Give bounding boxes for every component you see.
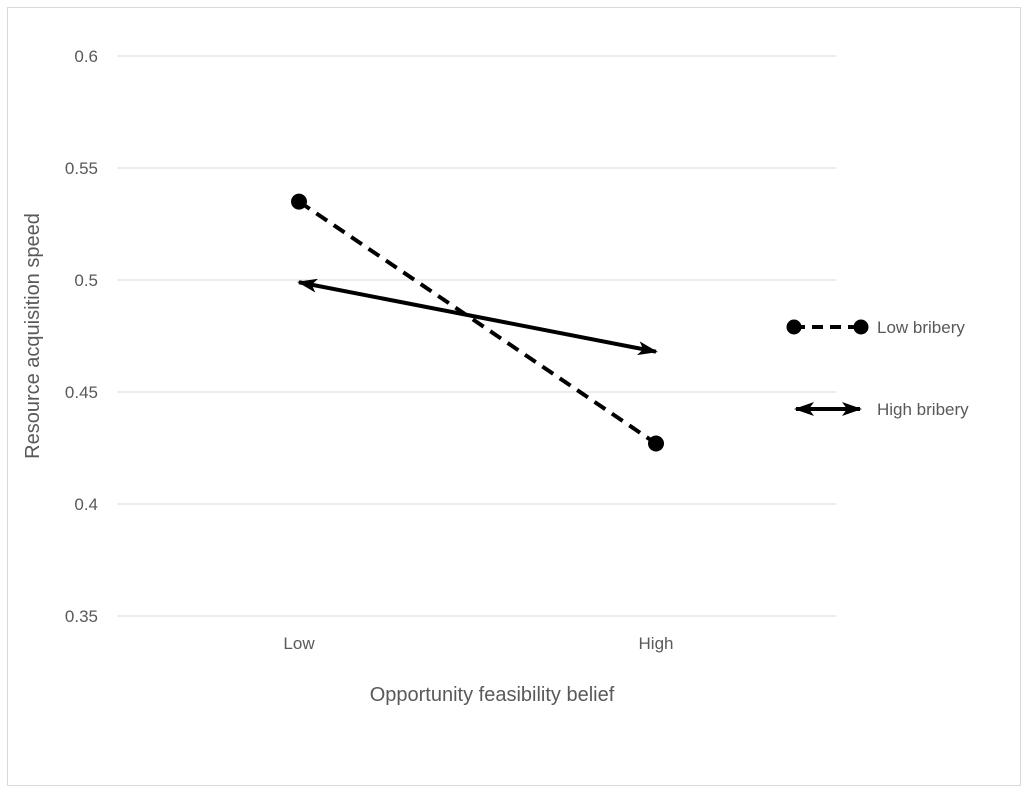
legend: Low bribery High bribery bbox=[786, 318, 969, 419]
y-tick-label: 0.6 bbox=[74, 47, 98, 66]
series-high-bribery bbox=[297, 278, 658, 356]
x-axis-title: Opportunity feasibility belief bbox=[370, 684, 615, 706]
grid-lines bbox=[117, 55, 836, 617]
y-tick-label: 0.4 bbox=[74, 495, 98, 514]
x-tick-label: Low bbox=[283, 634, 315, 653]
data-point bbox=[291, 193, 307, 210]
legend-item: High bribery bbox=[794, 400, 969, 419]
series-low-bribery bbox=[291, 193, 664, 452]
series bbox=[291, 193, 664, 452]
legend-marker bbox=[786, 319, 802, 335]
y-tick-label: 0.45 bbox=[65, 383, 98, 402]
legend-label: Low bribery bbox=[877, 318, 965, 337]
series-line bbox=[297, 199, 658, 446]
legend-label: High bribery bbox=[877, 400, 969, 419]
y-tick-label: 0.55 bbox=[65, 159, 98, 178]
x-tick-label: High bbox=[639, 634, 674, 653]
series-line bbox=[297, 278, 658, 356]
y-tick-labels: 0.35 0.4 0.45 0.5 0.55 0.6 bbox=[65, 47, 98, 626]
y-tick-label: 0.35 bbox=[65, 607, 98, 626]
data-point bbox=[648, 435, 664, 452]
y-axis-title: Resource acquisition speed bbox=[22, 213, 44, 459]
legend-item: Low bribery bbox=[786, 318, 965, 337]
x-tick-labels: Low High bbox=[283, 634, 673, 653]
chart-frame bbox=[7, 7, 1021, 786]
legend-marker bbox=[853, 319, 869, 335]
y-tick-label: 0.5 bbox=[74, 271, 98, 290]
